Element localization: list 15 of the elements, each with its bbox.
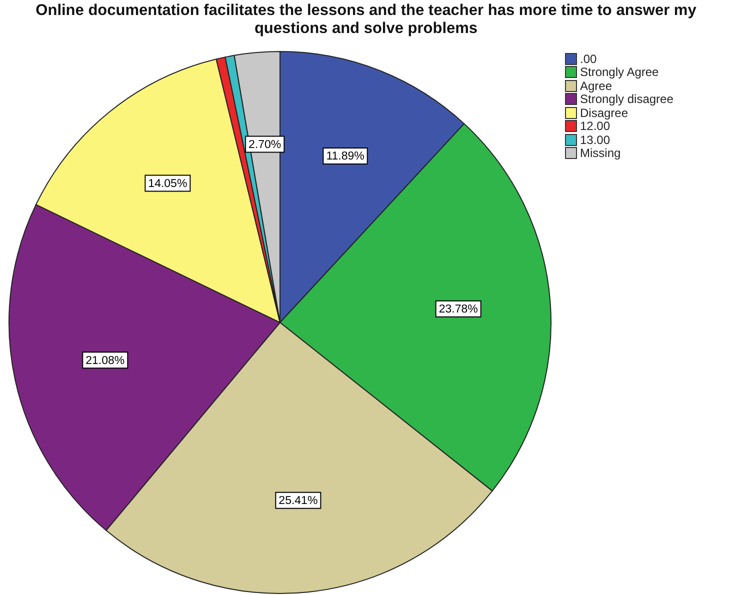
data-label: 23.78% [438, 304, 478, 316]
legend-label: Missing [580, 146, 621, 160]
chart-title: Online documentation facilitates the lessons and the teacher has more time to answer my questions and solve problems [34, 2, 698, 38]
legend-label: Strongly disagree [580, 92, 674, 106]
data-label: 21.08% [86, 354, 125, 367]
legend-label: Agree [580, 78, 612, 93]
data-label: 14.05% [148, 178, 188, 190]
data-label: 2.70% [248, 138, 282, 151]
legend-label: Strongly Agree [580, 65, 659, 80]
legend-label: .00 [580, 52, 597, 66]
legend-label: 12.00 [580, 119, 610, 134]
legend-label: Disagree [580, 106, 628, 120]
legend-label: 13.00 [580, 132, 610, 147]
data-label: 11.89% [326, 150, 364, 163]
data-label: 25.41% [278, 495, 318, 508]
